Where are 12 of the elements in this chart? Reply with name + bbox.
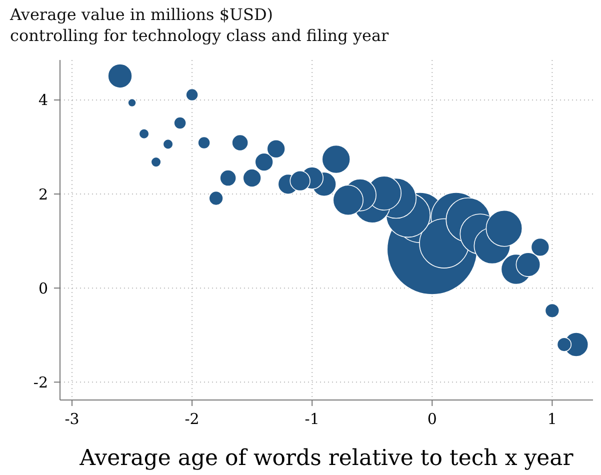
x-tick-label: -2 xyxy=(184,410,200,428)
x-tick-label: 1 xyxy=(547,410,557,428)
y-tick-label: -2 xyxy=(33,373,48,392)
y-tick-label: 2 xyxy=(38,185,48,204)
x-tick-label: -3 xyxy=(64,410,80,428)
x-axis-title: Average age of words relative to tech x year xyxy=(78,446,574,471)
x-tick-label: 0 xyxy=(427,410,437,428)
chart-title: Average value in millions $USD) xyxy=(9,5,274,24)
y-tick-label: 0 xyxy=(38,279,48,298)
y-tick-label: 4 xyxy=(38,91,48,110)
x-tick-label: -1 xyxy=(304,410,320,428)
chart-subtitle: controlling for technology class and filing year xyxy=(10,26,389,45)
